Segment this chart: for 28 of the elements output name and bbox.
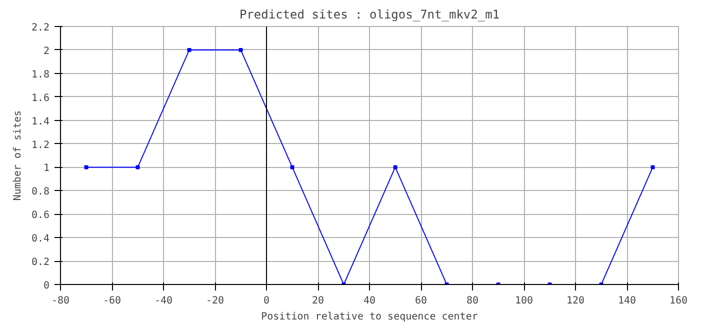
y-tick-label: 1.2 <box>31 140 50 151</box>
x-tick-label: -40 <box>154 296 173 306</box>
x-tick-label: -80 <box>51 296 70 306</box>
y-tick-label: 1.8 <box>31 69 50 80</box>
x-tick-label: 40 <box>363 296 376 306</box>
y-tick-label: 2 <box>43 46 50 57</box>
y-tick-label: 0.2 <box>31 257 50 268</box>
y-tick-label: 1 <box>43 163 50 174</box>
x-tick-label: 160 <box>669 296 688 306</box>
x-axis-title: Position relative to sequence center <box>261 312 478 322</box>
x-tick-label: 140 <box>618 296 636 306</box>
chart-title: Predicted sites : oligos_7nt_mkv2_m1 <box>239 8 500 22</box>
x-tick-label: 60 <box>414 296 428 306</box>
y-tick-label: 2.2 <box>31 22 50 34</box>
x-tick-label: 100 <box>514 296 534 306</box>
y-tick-label: 0.4 <box>31 234 50 245</box>
x-tick-label: 0 <box>263 296 270 306</box>
x-tick-label: 80 <box>466 296 479 306</box>
y-tick-label: 0.8 <box>31 186 50 198</box>
y-tick-label: 1.4 <box>31 116 50 128</box>
x-tick-label: 20 <box>312 296 324 306</box>
x-tick-label: -60 <box>102 296 122 306</box>
y-tick-label: 0.6 <box>31 210 50 222</box>
y-axis-title: Number of sites <box>12 110 24 201</box>
x-tick-label: 120 <box>566 296 585 306</box>
x-tick-label: -20 <box>206 296 224 306</box>
y-tick-label: 1.6 <box>31 92 50 104</box>
y-tick-label: 0 <box>43 280 50 292</box>
